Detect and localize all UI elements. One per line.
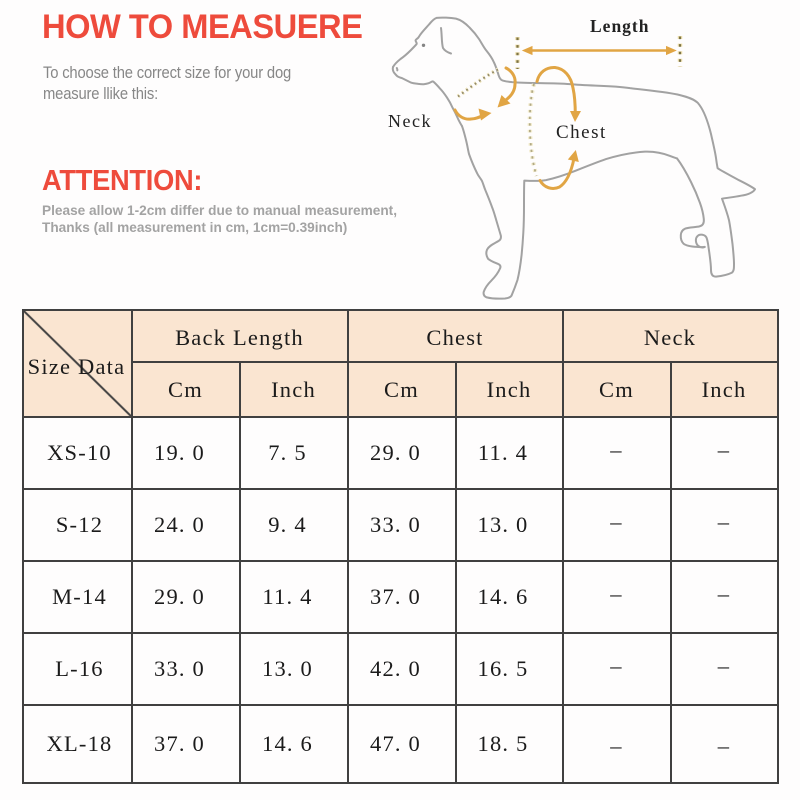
svg-text:Chest: Chest bbox=[556, 122, 607, 143]
svg-text:Length: Length bbox=[590, 16, 649, 36]
svg-text:Neck: Neck bbox=[388, 111, 432, 131]
